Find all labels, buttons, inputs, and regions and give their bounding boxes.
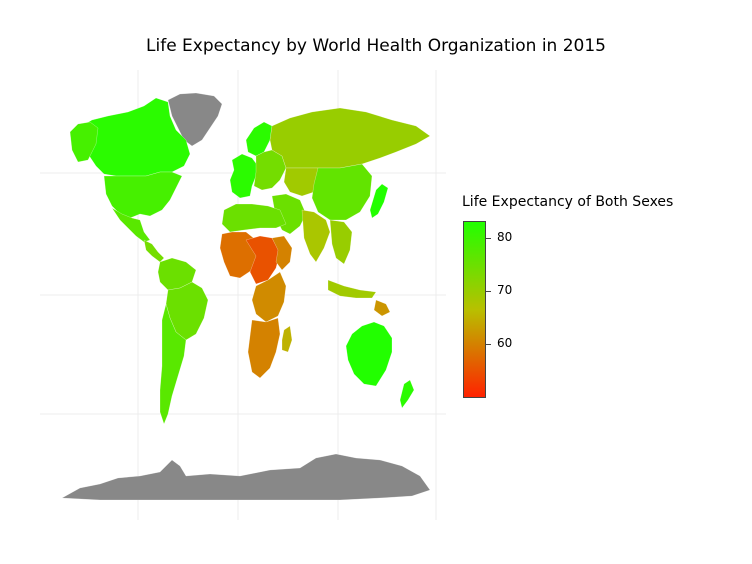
region-antarctica[interactable]	[61, 453, 431, 501]
region-canada[interactable]	[77, 97, 191, 177]
colorbar-tick-mark	[486, 290, 491, 292]
region-south-asia[interactable]	[301, 209, 331, 263]
region-madagascar[interactable]	[281, 325, 293, 353]
region-new-zealand[interactable]	[399, 379, 415, 409]
region-japan[interactable]	[369, 183, 389, 219]
region-united-states[interactable]	[103, 171, 183, 219]
region-southern-cone[interactable]	[159, 303, 187, 425]
map-regions	[61, 92, 431, 501]
colorbar	[463, 221, 486, 398]
map-title: Life Expectancy by World Health Organiza…	[146, 36, 606, 56]
region-mexico[interactable]	[111, 207, 151, 243]
region-central-america[interactable]	[143, 239, 165, 263]
region-china[interactable]	[311, 163, 373, 221]
legend-title: Life Expectancy of Both Sexes	[462, 194, 674, 210]
region-central-africa[interactable]	[245, 235, 281, 285]
region-alaska[interactable]	[69, 121, 99, 163]
region-horn-of-africa[interactable]	[271, 235, 293, 271]
region-east-africa[interactable]	[251, 271, 287, 323]
region-southeast-asia[interactable]	[329, 219, 353, 265]
region-papua-new-guinea[interactable]	[373, 299, 391, 317]
colorbar-tick-mark	[486, 237, 491, 239]
region-western-europe[interactable]	[229, 153, 259, 199]
colorbar-tick-label: 80	[497, 229, 513, 244]
region-australia[interactable]	[345, 321, 393, 387]
colorbar-tick-mark	[486, 343, 491, 345]
region-greenland[interactable]	[167, 92, 223, 147]
colorbar-tick-label: 70	[497, 282, 513, 297]
region-indonesia[interactable]	[327, 279, 377, 299]
region-southern-africa[interactable]	[247, 317, 281, 379]
region-north-africa[interactable]	[221, 203, 287, 233]
region-eastern-europe[interactable]	[253, 149, 287, 191]
colorbar-tick-label: 60	[497, 335, 513, 350]
region-russia[interactable]	[269, 107, 431, 169]
